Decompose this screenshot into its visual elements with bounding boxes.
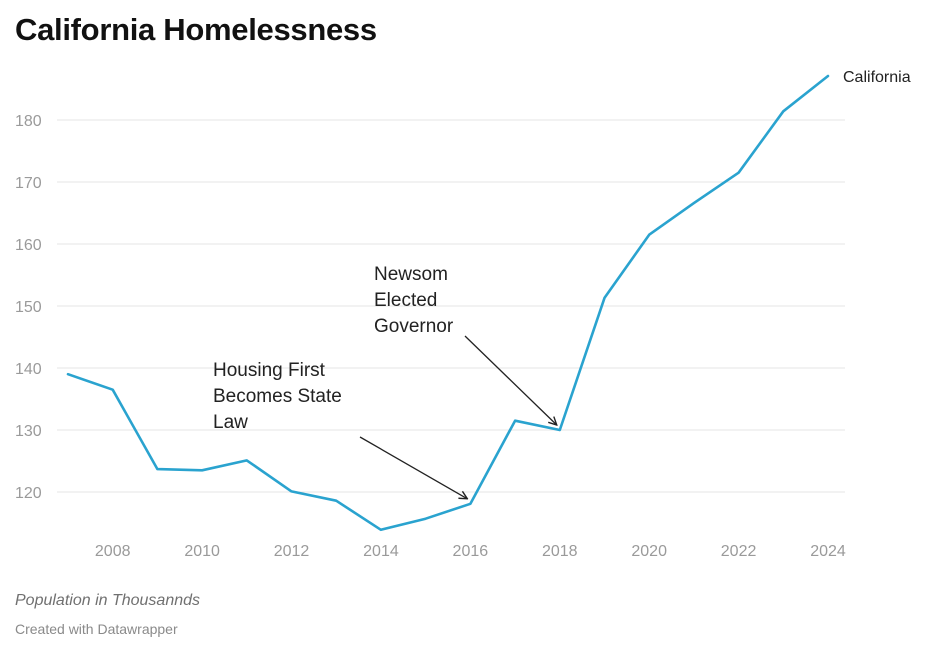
x-tick-label-2020: 2020 [631, 543, 667, 560]
y-tick-label-130: 130 [15, 423, 42, 440]
annotation-line: Becomes State [213, 386, 342, 407]
y-tick-label-140: 140 [15, 361, 42, 378]
y-tick-label-180: 180 [15, 113, 42, 130]
y-tick-label-170: 170 [15, 175, 42, 192]
x-tick-label-2024: 2024 [810, 543, 846, 560]
x-axis-ticks: 2008 2010 2012 2014 2016 2018 2020 2022 2024 [95, 543, 846, 560]
annotations: Housing First Becomes State Law Newsom Elect… [213, 264, 557, 499]
chart-title: California Homelessness [15, 12, 377, 47]
annotation-arrow-newsom [464, 335, 557, 425]
y-tick-label-160: 160 [15, 237, 42, 254]
annotation-housing-first: Housing First Becomes State Law [213, 360, 342, 433]
annotation-line: Housing First [213, 360, 326, 381]
series-layer: California [66, 69, 911, 532]
y-axis-ticks: 120 130 140 150 160 170 180 [15, 113, 42, 502]
chart-notes: Population in Thousannds [15, 592, 201, 609]
x-tick-label-2016: 2016 [453, 543, 489, 560]
chart-credit: Created with Datawrapper [15, 621, 178, 637]
annotation-line: Law [213, 412, 248, 433]
x-tick-label-2008: 2008 [95, 543, 131, 560]
series-line-california [66, 74, 830, 532]
x-tick-label-2012: 2012 [274, 543, 310, 560]
annotation-line: Governor [374, 316, 454, 337]
annotation-line: Newsom [374, 264, 448, 285]
y-tick-label-150: 150 [15, 299, 42, 316]
annotation-line: Elected [374, 290, 437, 311]
gridlines [57, 119, 845, 493]
annotation-newsom: Newsom Elected Governor [374, 264, 454, 337]
annotation-arrow-housing-first [359, 436, 467, 499]
x-tick-label-2022: 2022 [721, 543, 757, 560]
x-tick-label-2014: 2014 [363, 543, 399, 560]
y-tick-label-120: 120 [15, 485, 42, 502]
x-tick-label-2018: 2018 [542, 543, 578, 560]
series-label-california: California [843, 69, 911, 86]
x-tick-label-2010: 2010 [184, 543, 220, 560]
